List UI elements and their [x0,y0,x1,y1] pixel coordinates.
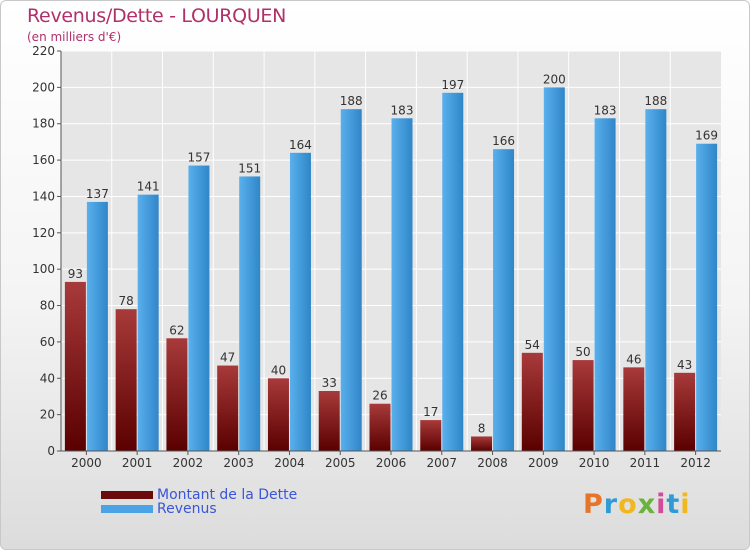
y-tick-label: 40 [40,371,55,385]
data-label-dette: 43 [677,358,692,372]
bar-revenus [137,194,159,452]
bar-dette [217,365,239,451]
bar-revenus [696,143,718,451]
y-tick-label: 120 [32,226,55,240]
bar-revenus [493,149,515,451]
data-label-dette: 47 [220,351,235,365]
legend-label-revenus: Revenus [157,501,217,517]
y-tick-label: 160 [32,153,55,167]
legend-item-revenus: Revenus [101,501,217,517]
legend-swatch-dette [101,491,153,499]
bar-dette [420,420,442,451]
data-label-dette: 50 [575,345,590,359]
x-tick-label: 2009 [528,456,559,470]
data-label-revenus: 164 [289,138,312,152]
bar-dette [369,403,391,451]
bars [64,87,718,452]
chart-subtitle: (en milliers d'€) [27,30,122,44]
y-tick-label: 180 [32,117,55,131]
bar-dette [572,360,594,451]
data-label-revenus: 200 [543,72,566,86]
data-label-dette: 17 [423,405,438,419]
axes: 0 20 40 60 80 100 120 140 160 180 200 220 2000 2001 20… [32,44,721,470]
bar-revenus [645,109,667,451]
y-tick-label: 20 [40,408,55,422]
y-tick-label: 80 [40,299,55,313]
y-tick-label: 100 [32,262,55,276]
bar-dette [471,436,493,451]
x-tick-label: 2003 [223,456,254,470]
data-label-revenus: 183 [391,103,414,117]
bar-dette [674,372,696,451]
data-label-revenus: 151 [238,161,261,175]
data-label-revenus: 169 [695,129,718,143]
bar-dette [166,338,188,451]
data-label-dette: 62 [169,323,184,337]
data-label-revenus: 141 [137,180,160,194]
bar-dette [521,352,543,451]
data-label-dette: 78 [119,294,134,308]
data-label-revenus: 137 [86,187,109,201]
bar-dette [318,391,340,451]
x-tick-label: 2006 [376,456,407,470]
x-tick-label: 2007 [426,456,457,470]
x-tick-label: 2002 [173,456,204,470]
bar-dette [623,367,645,451]
y-tick-label: 200 [32,80,55,94]
x-tick-label: 2010 [579,456,610,470]
data-label-revenus: 188 [644,94,667,108]
data-label-revenus: 188 [340,94,363,108]
x-tick-label: 2000 [71,456,102,470]
data-label-dette: 40 [271,363,286,377]
data-label-dette: 93 [68,267,83,281]
bar-dette [115,309,137,451]
x-tick-label: 2004 [274,456,305,470]
bar-revenus [86,201,108,451]
legend-label-dette: Montant de la Dette [157,487,298,503]
x-tick-label: 2008 [477,456,508,470]
value-labels: 93 137 78 141 62 157 47 151 40 164 33 188 26 183 17 197… [68,72,718,435]
data-label-revenus: 183 [594,103,617,117]
y-tick-label: 140 [32,189,55,203]
data-label-revenus: 157 [187,151,210,165]
bar-dette [267,378,289,451]
data-label-dette: 54 [525,338,540,352]
chart-title: Revenus/Dette - LOURQUEN [27,5,287,27]
data-label-dette: 8 [478,421,486,435]
bar-revenus [543,87,565,451]
bar-revenus [340,109,362,451]
bar-revenus [442,92,464,452]
x-tick-label: 2011 [630,456,661,470]
legend-item-dette: Montant de la Dette [101,487,298,503]
data-label-dette: 26 [372,389,387,403]
x-tick-label: 2005 [325,456,356,470]
y-tick-label: 0 [47,444,55,458]
y-tick-label: 60 [40,335,55,349]
y-tick-label: 220 [32,44,55,58]
bar-revenus [188,165,210,451]
x-tick-label: 2001 [122,456,153,470]
bar-revenus [239,176,261,452]
data-label-dette: 46 [626,352,641,366]
data-label-revenus: 166 [492,134,515,148]
bar-revenus [391,118,413,451]
data-label-revenus: 197 [441,78,464,92]
bar-revenus [594,118,616,451]
proxiti-logo: Proxiti [583,489,691,520]
bar-dette [64,281,86,451]
legend-swatch-revenus [101,505,153,513]
data-label-dette: 33 [322,376,337,390]
x-tick-label: 2012 [680,456,711,470]
bar-revenus [289,152,311,451]
